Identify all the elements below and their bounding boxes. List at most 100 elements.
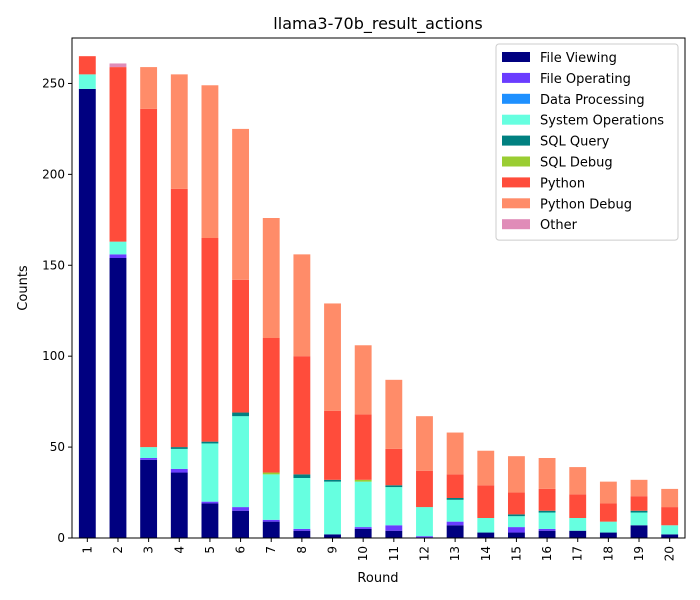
bar-segment <box>538 458 556 489</box>
bar-segment <box>78 74 96 89</box>
bar-segment <box>170 74 188 189</box>
bar-segment <box>507 514 525 517</box>
bar-segment <box>385 485 403 488</box>
bar-segment <box>170 472 188 538</box>
bar-segment <box>630 479 648 497</box>
bar-segment <box>538 488 556 511</box>
bar-segment <box>446 474 464 498</box>
bar-segment <box>232 510 250 538</box>
bar-segment <box>201 443 219 502</box>
bar-segment <box>262 218 280 338</box>
bar-segment <box>324 410 341 480</box>
legend-label: System Operations <box>540 114 664 129</box>
bar-segment <box>385 525 403 531</box>
bar-segment <box>324 303 341 411</box>
bar-segment <box>324 534 341 538</box>
legend: File Viewing File Operating Data Processin… <box>495 43 679 241</box>
bar-segment <box>109 258 127 538</box>
bar-segment <box>385 530 403 538</box>
bar-segment <box>538 530 556 538</box>
x-axis-label: Round <box>357 571 398 586</box>
x-tick-label: 14 <box>479 546 493 561</box>
bar-segment <box>140 67 158 109</box>
bar-segment <box>569 494 587 518</box>
legend-swatch <box>502 52 530 62</box>
bar-segment <box>538 512 556 529</box>
legend-swatch <box>502 156 530 167</box>
bar-segment <box>569 518 587 531</box>
x-tick-label: 15 <box>509 546 523 561</box>
legend-label: File Viewing <box>540 51 617 66</box>
bar-segment <box>262 519 280 522</box>
y-axis-label: Counts <box>16 265 31 311</box>
bar-segment <box>385 448 403 486</box>
bar-segment <box>538 510 556 513</box>
bar-segment <box>109 67 127 242</box>
bar-segment <box>140 108 158 448</box>
legend-swatch <box>502 177 530 188</box>
bar-segment <box>201 503 219 538</box>
bar-segment <box>569 467 587 495</box>
y-tick-label: 150 <box>42 258 65 272</box>
bar-segment <box>170 447 188 449</box>
bar-segment <box>170 448 188 469</box>
x-tick-label: 8 <box>295 546 309 554</box>
bar-segment <box>293 356 311 475</box>
bar-segment <box>507 492 525 515</box>
bar-segment <box>507 527 525 533</box>
legend-label: SQL Query <box>540 135 610 150</box>
bar-segment <box>201 85 219 238</box>
legend-label: SQL Debug <box>540 156 613 171</box>
bar-segment <box>477 450 495 486</box>
bar-segment <box>354 414 372 480</box>
bar-segment <box>170 188 188 448</box>
bar-segment <box>630 510 648 513</box>
bar-segment <box>262 474 280 520</box>
x-tick-label: 16 <box>540 546 554 561</box>
legend-swatch <box>502 93 530 104</box>
y-tick-label: 100 <box>42 349 65 363</box>
legend-swatch <box>502 198 530 209</box>
x-tick-label: 4 <box>172 546 186 554</box>
bar-segment <box>385 487 403 526</box>
bar-segment <box>140 458 158 460</box>
y-tick-label: 50 <box>50 440 65 454</box>
legend-swatch <box>502 114 530 125</box>
legend-label: Python <box>540 176 585 191</box>
bar-segment <box>201 238 219 442</box>
bar-segment <box>477 518 495 533</box>
plot-frame <box>71 37 686 539</box>
x-tick-label: 7 <box>264 546 278 554</box>
y-axis: 0 50 100 150 200 250 <box>42 76 72 545</box>
bar-segment <box>232 507 250 511</box>
bar-segment <box>109 63 127 68</box>
bar-segment <box>599 481 617 504</box>
bar-segment <box>262 472 280 475</box>
bar-segment <box>78 88 96 538</box>
x-tick-label: 6 <box>234 546 248 554</box>
bar-segment <box>324 481 341 535</box>
legend-box <box>495 43 679 241</box>
bar-segment <box>599 503 617 522</box>
bar-segment <box>78 56 96 75</box>
bar-segment <box>661 534 679 538</box>
bar-segment <box>630 496 648 511</box>
bar-segment <box>630 525 648 538</box>
x-tick-label: 3 <box>142 546 156 554</box>
bar-segment <box>599 521 617 533</box>
x-tick-label: 1 <box>80 546 94 554</box>
bar-segment <box>293 254 311 357</box>
bar-segment <box>507 532 525 538</box>
bar-segment <box>140 459 158 538</box>
bar-segment <box>293 528 311 531</box>
bar-segment <box>232 412 250 417</box>
bar-segment <box>109 241 127 255</box>
legend-label: Python Debug <box>540 197 632 212</box>
bar-segment <box>354 479 372 482</box>
bar-segment <box>385 379 403 449</box>
bar-segment <box>507 456 525 493</box>
bar-segment <box>599 532 617 538</box>
bar-segment <box>416 416 433 471</box>
x-tick-label: 9 <box>326 546 340 554</box>
